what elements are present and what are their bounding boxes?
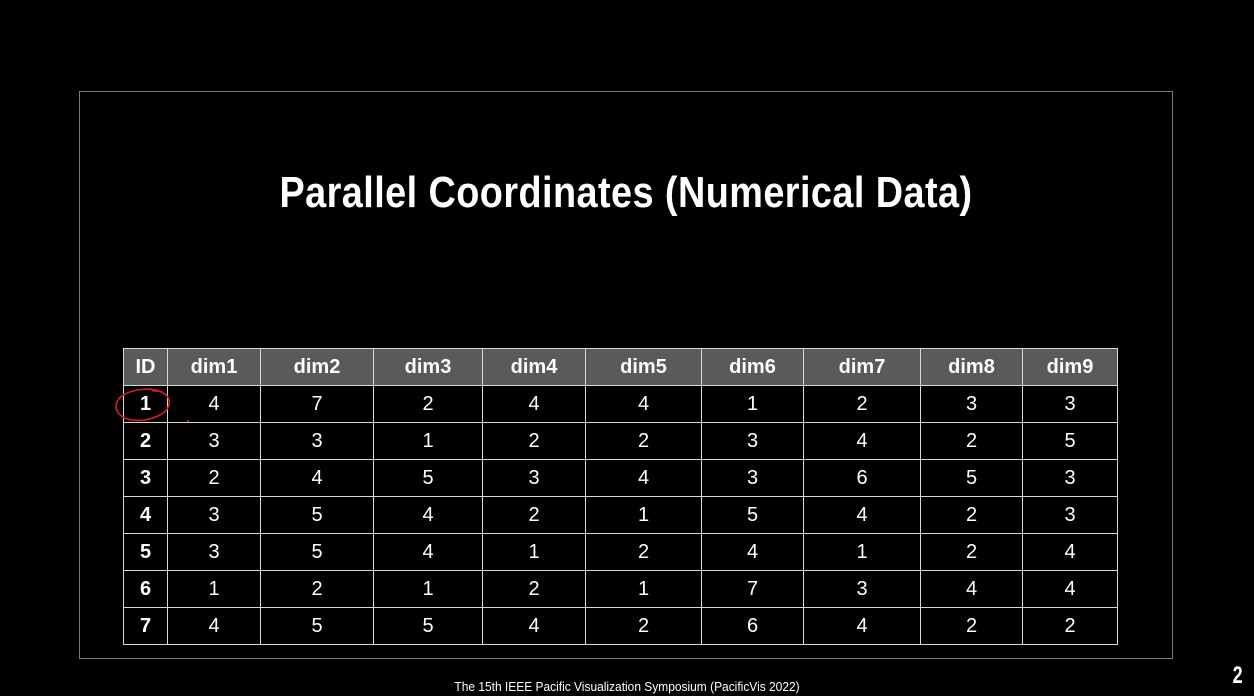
table-row: 5 3 5 4 1 2 4 1 2 4: [123, 533, 1118, 571]
table-cell: 2: [482, 570, 586, 608]
table-cell: 5: [260, 607, 374, 645]
row-id-cell: 4: [123, 496, 168, 534]
table-cell: 4: [167, 607, 261, 645]
table-cell: 3: [482, 459, 586, 497]
slide-content-frame: [79, 91, 1173, 659]
table-cell: 5: [1022, 422, 1118, 460]
column-header-dim5: dim5: [585, 348, 702, 386]
table-cell: 4: [260, 459, 374, 497]
table-cell: 4: [701, 533, 804, 571]
table-cell: 2: [803, 385, 921, 423]
table-cell: 4: [167, 385, 261, 423]
table-row: 6 1 2 1 2 1 7 3 4 4: [123, 570, 1118, 608]
table-cell: 2: [167, 459, 261, 497]
table-cell: 1: [701, 385, 804, 423]
table-cell: 4: [803, 496, 921, 534]
table-cell: 2: [260, 570, 374, 608]
table-cell: 5: [260, 496, 374, 534]
data-table: ID dim1 dim2 dim3 dim4 dim5 dim6 dim7 di…: [123, 348, 1118, 645]
table-cell: 1: [482, 533, 586, 571]
table-header-row: ID dim1 dim2 dim3 dim4 dim5 dim6 dim7 di…: [123, 348, 1118, 386]
row-id-cell: 5: [123, 533, 168, 571]
row-id-cell: 2: [123, 422, 168, 460]
slide-footer: The 15th IEEE Pacific Visualization Symp…: [454, 679, 800, 694]
table-cell: 2: [373, 385, 483, 423]
table-row: 1 4 7 2 4 4 1 2 3 3: [123, 385, 1118, 423]
table-cell: 2: [920, 607, 1023, 645]
table-cell: 3: [701, 422, 804, 460]
table-cell: 5: [260, 533, 374, 571]
column-header-dim2: dim2: [260, 348, 374, 386]
column-header-dim6: dim6: [701, 348, 804, 386]
column-header-id: ID: [123, 348, 168, 386]
column-header-dim1: dim1: [167, 348, 261, 386]
table-cell: 3: [260, 422, 374, 460]
table-cell: 6: [701, 607, 804, 645]
table-cell: 7: [260, 385, 374, 423]
table-cell: 3: [167, 533, 261, 571]
table-cell: 4: [482, 607, 586, 645]
table-cell: 5: [373, 607, 483, 645]
table-cell: 2: [920, 422, 1023, 460]
row-id-cell: 7: [123, 607, 168, 645]
slide-title: Parallel Coordinates (Numerical Data): [279, 168, 973, 217]
table-cell: 2: [482, 496, 586, 534]
table-cell: 2: [585, 533, 702, 571]
table-cell: 4: [373, 533, 483, 571]
table-cell: 7: [701, 570, 804, 608]
table-cell: 3: [803, 570, 921, 608]
table-cell: 2: [920, 496, 1023, 534]
table-cell: 3: [1022, 459, 1118, 497]
table-cell: 3: [167, 496, 261, 534]
table-cell: 6: [803, 459, 921, 497]
table-cell: 2: [1022, 607, 1118, 645]
table-cell: 2: [585, 607, 702, 645]
table-cell: 4: [1022, 533, 1118, 571]
table-cell: 5: [920, 459, 1023, 497]
column-header-dim8: dim8: [920, 348, 1023, 386]
table-cell: 1: [167, 570, 261, 608]
table-cell: 4: [482, 385, 586, 423]
table-row: 7 4 5 5 4 2 6 4 2 2: [123, 607, 1118, 645]
row-id-cell: 3: [123, 459, 168, 497]
column-header-dim3: dim3: [373, 348, 483, 386]
column-header-dim7: dim7: [803, 348, 921, 386]
table-cell: 1: [585, 570, 702, 608]
table-cell: 4: [920, 570, 1023, 608]
table-cell: 3: [1022, 496, 1118, 534]
table-cell: 3: [1022, 385, 1118, 423]
table-cell: 4: [585, 385, 702, 423]
column-header-dim4: dim4: [482, 348, 586, 386]
table-row: 2 3 3 1 2 2 3 4 2 5: [123, 422, 1118, 460]
table-cell: 2: [920, 533, 1023, 571]
table-cell: 3: [167, 422, 261, 460]
row-id-cell: 1: [123, 385, 168, 423]
row-id-cell: 6: [123, 570, 168, 608]
table-cell: 4: [585, 459, 702, 497]
table-cell: 4: [803, 607, 921, 645]
table-cell: 3: [920, 385, 1023, 423]
table-cell: 5: [373, 459, 483, 497]
table-cell: 5: [701, 496, 804, 534]
table-cell: 1: [585, 496, 702, 534]
table-cell: 4: [803, 422, 921, 460]
table-row: 4 3 5 4 2 1 5 4 2 3: [123, 496, 1118, 534]
slide-number: 2: [1232, 662, 1243, 689]
table-cell: 1: [373, 422, 483, 460]
table-cell: 4: [373, 496, 483, 534]
column-header-dim9: dim9: [1022, 348, 1118, 386]
table-cell: 2: [585, 422, 702, 460]
table-cell: 4: [1022, 570, 1118, 608]
table-cell: 3: [701, 459, 804, 497]
table-cell: 1: [373, 570, 483, 608]
table-cell: 2: [482, 422, 586, 460]
table-row: 3 2 4 5 3 4 3 6 5 3: [123, 459, 1118, 497]
table-cell: 1: [803, 533, 921, 571]
